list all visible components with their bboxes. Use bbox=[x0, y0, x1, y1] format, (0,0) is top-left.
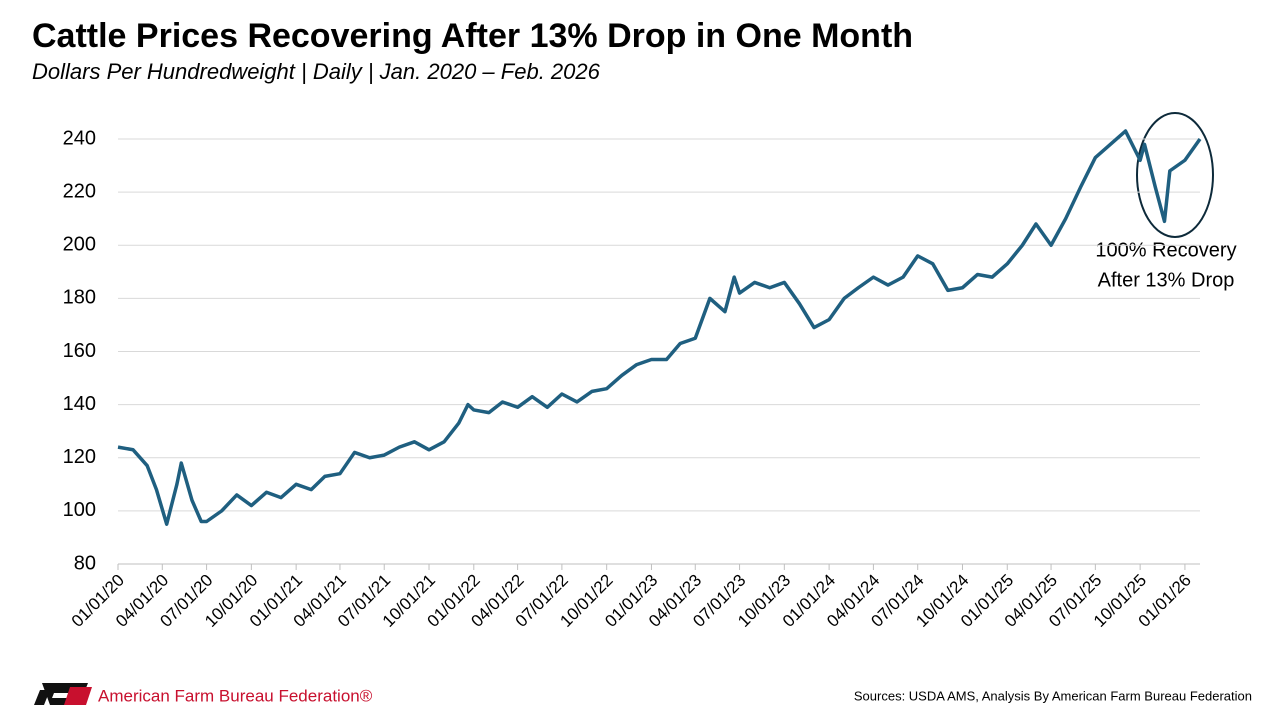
y-tick-label: 220 bbox=[63, 180, 96, 202]
annotation: 100% Recovery bbox=[1095, 239, 1236, 261]
y-tick-label: 140 bbox=[63, 393, 96, 415]
y-tick-label: 180 bbox=[63, 287, 96, 309]
organization: American Farm Bureau Federation® bbox=[98, 686, 373, 705]
y-tick-label: 80 bbox=[74, 552, 96, 574]
chart-title: Cattle Prices Recovering After 13% Drop … bbox=[32, 17, 913, 55]
logo bbox=[34, 683, 92, 705]
y-tick-label: 100 bbox=[63, 499, 96, 521]
chart-subtitle: Dollars Per Hundredweight | Daily | Jan.… bbox=[32, 59, 601, 84]
annotation: After 13% Drop bbox=[1098, 269, 1235, 291]
y-tick-label: 240 bbox=[63, 127, 96, 149]
price-line bbox=[117, 129, 1202, 526]
y-tick-label: 120 bbox=[63, 446, 96, 468]
y-tick-label: 160 bbox=[63, 340, 96, 362]
highlight-ellipse bbox=[1136, 112, 1214, 238]
source: Sources: USDA AMS, Analysis By American … bbox=[854, 688, 1252, 703]
y-tick-label: 200 bbox=[63, 234, 96, 256]
